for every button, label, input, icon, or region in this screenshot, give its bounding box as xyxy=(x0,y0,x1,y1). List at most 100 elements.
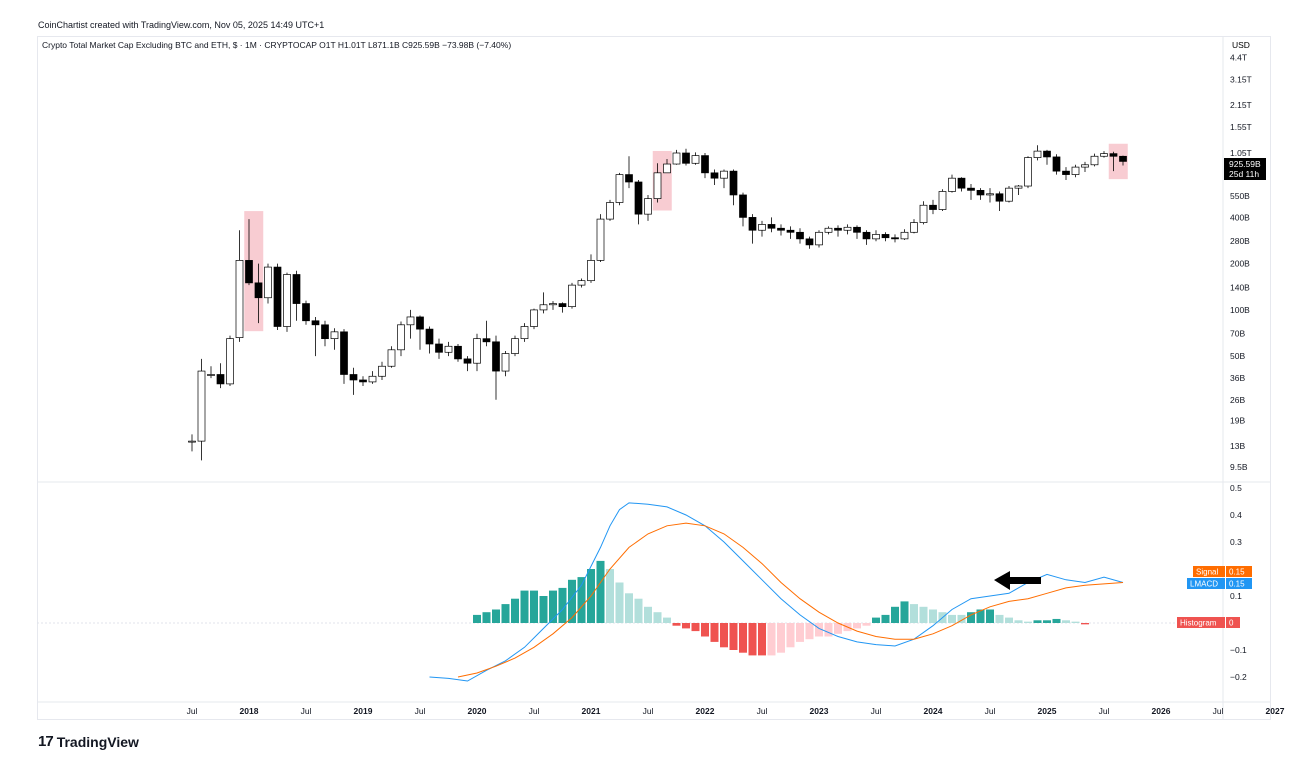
histogram-bar xyxy=(1005,617,1013,623)
price-tick: 9.5B xyxy=(1230,462,1248,472)
candle xyxy=(473,333,481,372)
macd-tick: −0.1 xyxy=(1230,645,1247,655)
candle xyxy=(672,149,681,165)
candle xyxy=(606,199,614,221)
time-tick: Jul xyxy=(1213,706,1224,716)
histogram-bar xyxy=(1024,621,1032,623)
histogram-bar xyxy=(625,593,633,623)
countdown-label: 25d 11h xyxy=(1229,169,1259,179)
histogram-bar xyxy=(1071,621,1080,623)
candle xyxy=(995,191,1004,212)
price-tick: 280B xyxy=(1230,236,1250,246)
candle xyxy=(568,282,576,309)
candle xyxy=(1081,161,1089,172)
histogram-bar xyxy=(682,623,690,629)
histogram-bar xyxy=(577,577,586,623)
histogram-tag-label: Histogram xyxy=(1180,619,1217,628)
candle xyxy=(283,272,291,332)
time-tick: 2025 xyxy=(1038,706,1057,716)
macd-axis[interactable]: 0.5 0.4 0.3 0.1 −0.1 −0.2 xyxy=(1230,483,1247,682)
candle xyxy=(235,230,244,342)
time-tick: Jul xyxy=(415,706,426,716)
price-tick: 2.15T xyxy=(1230,100,1252,110)
candle xyxy=(701,153,709,179)
histogram-bar xyxy=(1033,620,1042,623)
histogram-bar xyxy=(995,614,1004,623)
histogram-bar xyxy=(511,598,519,623)
histogram-bar xyxy=(501,604,510,623)
candle xyxy=(1062,167,1070,181)
histogram-bar xyxy=(853,623,861,629)
histogram-bar xyxy=(568,579,576,623)
candle xyxy=(330,328,339,350)
price-tick: 70B xyxy=(1230,329,1245,339)
candle xyxy=(729,169,738,206)
candle xyxy=(986,188,994,203)
histogram-bar xyxy=(663,617,671,623)
histogram-tag: Histogram 0 xyxy=(1177,617,1240,628)
candle xyxy=(501,351,510,377)
candle xyxy=(406,309,415,339)
time-tick: 2018 xyxy=(240,706,259,716)
candle xyxy=(748,214,757,244)
macd-tick: 0.1 xyxy=(1230,591,1242,601)
signal-line xyxy=(457,522,1124,678)
candle xyxy=(292,270,301,321)
price-tick: 550B xyxy=(1230,191,1250,201)
candle xyxy=(1005,186,1013,203)
time-tick: 2026 xyxy=(1152,706,1171,716)
histogram-bar xyxy=(891,606,899,623)
price-tick: 100B xyxy=(1230,305,1250,315)
candle xyxy=(425,326,434,354)
candle xyxy=(558,302,567,313)
candle xyxy=(929,199,937,215)
candle xyxy=(1109,151,1118,172)
candle xyxy=(254,263,263,324)
histogram-bar xyxy=(910,604,918,623)
candle xyxy=(653,163,662,203)
histogram-bar xyxy=(729,623,738,650)
histogram-bar xyxy=(644,606,652,623)
histogram-bar xyxy=(520,590,529,623)
histogram-bar xyxy=(539,596,548,623)
histogram-bar xyxy=(805,623,814,640)
chart-frame xyxy=(37,36,1271,720)
time-axis[interactable]: Jul 2018 Jul 2019 Jul 2020 Jul 2021 Jul 2022 Jul 20… xyxy=(187,706,1308,716)
histogram-bar xyxy=(957,614,966,623)
candle xyxy=(397,321,405,357)
candle xyxy=(796,228,804,244)
candle xyxy=(710,169,719,186)
candle xyxy=(615,172,624,206)
candle xyxy=(387,346,396,368)
histogram-bar xyxy=(748,623,757,656)
candle xyxy=(872,230,880,242)
tradingview-logo-icon: 17 xyxy=(38,733,54,750)
price-axis[interactable]: USD 4.4T 3.15T 2.15T 1.55T 1.05T 550B 400B 280B… xyxy=(1230,40,1252,472)
candle xyxy=(777,224,785,236)
histogram-bar xyxy=(929,609,937,623)
histogram-bar xyxy=(634,598,643,623)
candle xyxy=(1090,153,1099,167)
price-tick: 1.55T xyxy=(1230,122,1252,132)
candle xyxy=(976,188,985,200)
time-tick: Jul xyxy=(985,706,996,716)
candle xyxy=(957,177,966,192)
currency-label: USD xyxy=(1232,40,1250,50)
histogram-bar xyxy=(606,569,614,623)
tradingview-brand: 17 TradingView xyxy=(38,733,139,750)
macd-tag-value: 0.15 xyxy=(1229,580,1245,589)
highlight-layer xyxy=(244,143,1128,332)
price-tick: 26B xyxy=(1230,395,1245,405)
histogram-bar xyxy=(758,623,766,656)
time-tick: Jul xyxy=(301,706,312,716)
histogram-bar xyxy=(482,612,491,623)
candle xyxy=(1071,164,1080,178)
symbol-legend: Crypto Total Market Cap Excluding BTC an… xyxy=(42,40,512,50)
candle-layer xyxy=(188,145,1127,461)
candle xyxy=(843,224,852,235)
histogram-bar xyxy=(824,623,833,637)
histogram-bar xyxy=(1081,623,1089,625)
macd-tag: LMACD 0.15 xyxy=(1187,578,1252,589)
histogram-bar xyxy=(900,601,909,623)
